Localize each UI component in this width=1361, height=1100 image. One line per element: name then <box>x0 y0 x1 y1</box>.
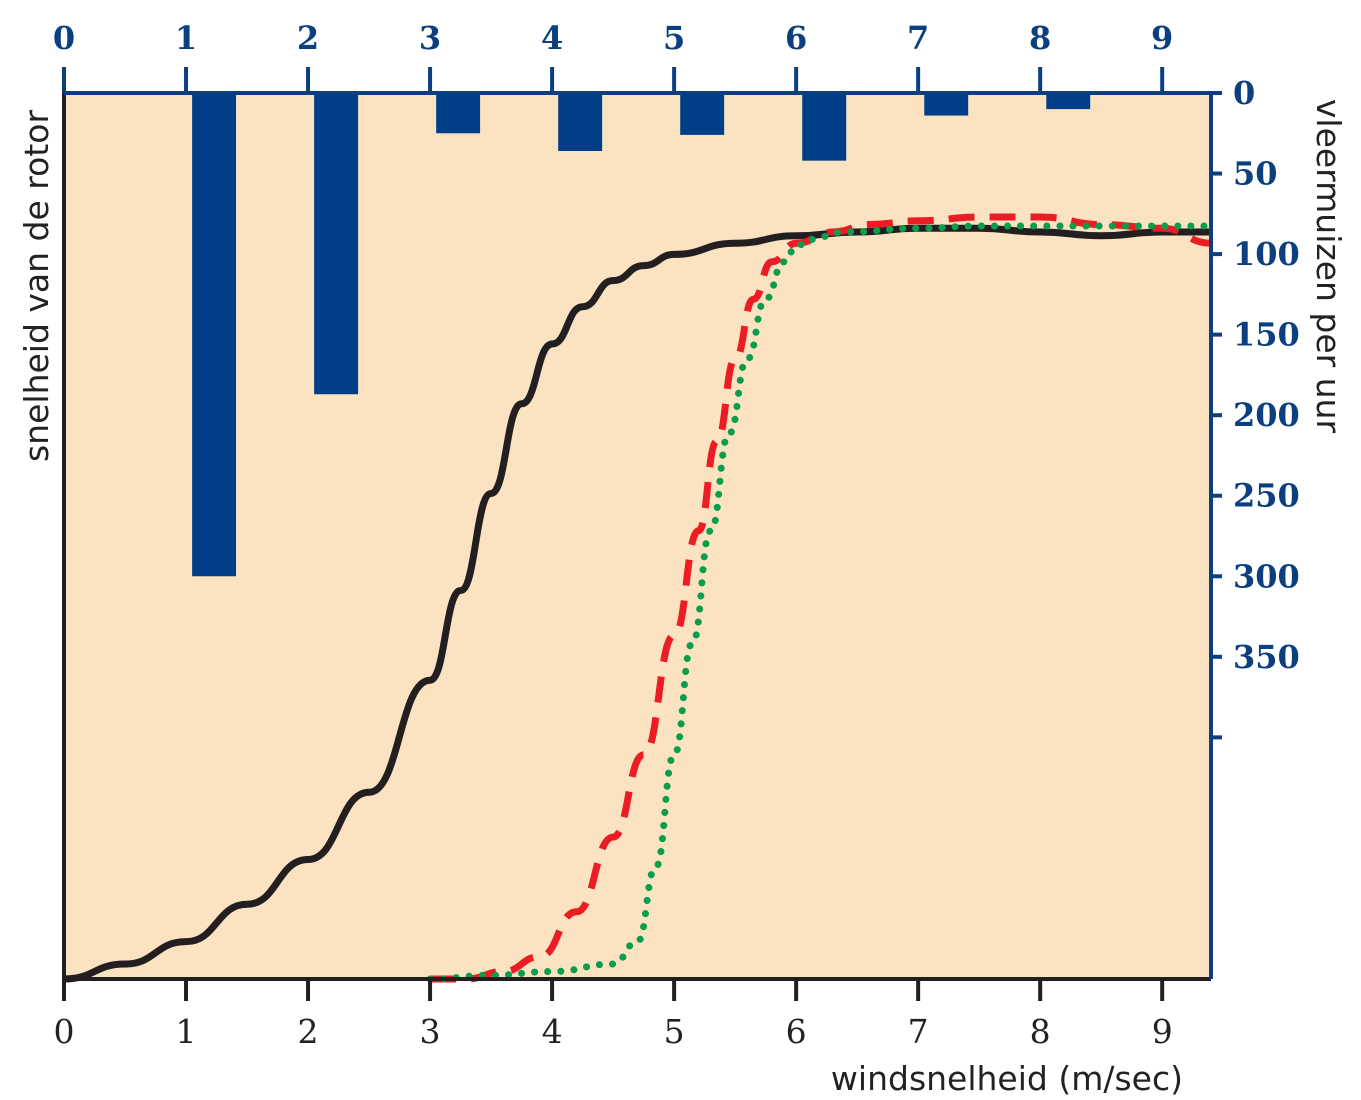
series-line-solid <box>63 224 1211 983</box>
top-tick-label: 8 <box>1029 19 1051 57</box>
x-axis-title: windsnelheid (m/sec) <box>831 1059 1183 1098</box>
top-tick-label: 0 <box>53 19 75 57</box>
right-tick-label: 350 <box>1233 638 1300 676</box>
bar <box>558 93 603 151</box>
top-tick-label: 5 <box>663 19 685 57</box>
top-tick-label: 6 <box>785 19 807 57</box>
right-tick-label: 100 <box>1233 235 1300 273</box>
top-tick-label: 9 <box>1151 19 1173 57</box>
bar <box>314 93 359 395</box>
bars-layer <box>192 93 1091 577</box>
bar <box>436 93 481 134</box>
bottom-tick-label: 0 <box>54 1012 75 1051</box>
bar <box>192 93 237 577</box>
top-tick-label: 1 <box>175 19 197 57</box>
right-tick-label: 50 <box>1233 155 1278 193</box>
top-tick-label: 2 <box>297 19 319 57</box>
series-layer <box>63 213 1215 983</box>
bottom-tick-label: 5 <box>664 1012 685 1051</box>
bottom-tick-label: 8 <box>1030 1012 1051 1051</box>
series-line-dotted <box>426 222 1215 983</box>
bottom-tick-label: 1 <box>176 1012 197 1051</box>
bar <box>680 93 725 135</box>
right-tick-label: 200 <box>1233 396 1300 434</box>
bottom-tick-label: 6 <box>786 1012 807 1051</box>
top-tick-label: 3 <box>419 19 441 57</box>
plot-background <box>64 93 1211 979</box>
bottom-tick-label: 9 <box>1152 1012 1173 1051</box>
series-line-dashed <box>430 213 1212 983</box>
right-tick-label: 300 <box>1233 557 1300 595</box>
top-ticks-layer: 0 1 2 3 4 5 6 7 8 9 <box>53 19 1173 93</box>
bar <box>924 93 969 116</box>
bar <box>1046 93 1091 110</box>
top-tick-label: 4 <box>541 19 563 57</box>
bottom-tick-label: 4 <box>542 1012 563 1051</box>
bottom-ticks-layer: 0 1 2 3 4 5 6 7 8 9 <box>54 979 1173 1051</box>
top-tick-label: 7 <box>907 19 929 57</box>
right-tick-label: 150 <box>1233 316 1300 354</box>
bottom-tick-label: 2 <box>298 1012 319 1051</box>
bottom-tick-label: 3 <box>420 1012 441 1051</box>
right-axis-title: vleermuizen per uur <box>1309 99 1348 434</box>
bar <box>802 93 847 161</box>
right-ticks-layer: 0 50 100 150 200 250 300 350 <box>1211 74 1300 740</box>
left-axis-title: snelheid van de rotor <box>17 110 56 462</box>
right-tick-label: 250 <box>1233 477 1300 515</box>
right-tick-label: 0 <box>1233 74 1255 112</box>
bottom-tick-label: 7 <box>908 1012 929 1051</box>
